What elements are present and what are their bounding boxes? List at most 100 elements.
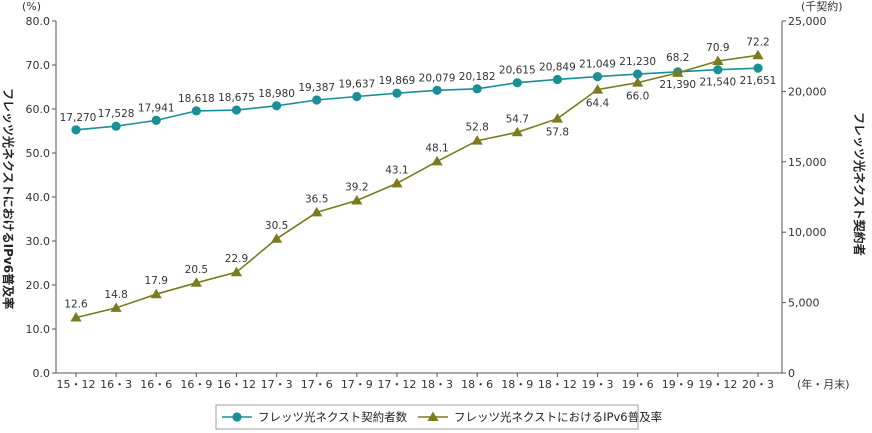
y-left-tick-label: 40.0 xyxy=(26,191,51,204)
y-left-tick-label: 50.0 xyxy=(26,147,51,160)
contracts-data-label: 17,941 xyxy=(138,102,175,114)
ipv6-rate-point xyxy=(351,195,363,205)
contracts-point xyxy=(151,115,161,125)
x-tick-label: 15・12 xyxy=(57,378,96,391)
ipv6-rate-data-label: 22.9 xyxy=(225,253,248,265)
ipv6-rate-point xyxy=(70,312,82,322)
ipv6-rate-point xyxy=(150,288,162,299)
legend-label-ipv6: フレッツ光ネクストにおけるIPv6普及率 xyxy=(454,410,662,424)
y-left-tick-label: 10.0 xyxy=(26,323,51,336)
series-markers xyxy=(70,49,764,322)
contracts-data-label: 19,637 xyxy=(338,79,375,91)
ipv6-rate-point xyxy=(712,55,724,66)
x-tick-label: 16・9 xyxy=(180,378,212,391)
ipv6-rate-data-label: 30.5 xyxy=(265,220,288,232)
contracts-data-label: 17,270 xyxy=(60,112,97,124)
ipv6-rate-point xyxy=(752,49,764,60)
ipv6-rate-data-label: 70.9 xyxy=(706,42,729,54)
x-tick-label: 18・6 xyxy=(461,378,493,391)
x-tick-label: 19・9 xyxy=(662,378,694,391)
contracts-point xyxy=(111,121,121,131)
contracts-data-label: 20,079 xyxy=(419,72,456,84)
contracts-point xyxy=(312,95,322,105)
ipv6-rate-point xyxy=(311,206,323,217)
contracts-point xyxy=(753,63,763,73)
ipv6-rate-point xyxy=(190,277,202,287)
contracts-data-label: 20,849 xyxy=(539,61,576,73)
ipv6-rate-data-label: 12.6 xyxy=(64,299,88,311)
contracts-data-label: 19,869 xyxy=(379,75,416,87)
ipv6-rate-data-label: 57.8 xyxy=(546,127,569,139)
ipv6-rate-point xyxy=(672,67,684,77)
x-unit: (年・月末) xyxy=(797,377,850,391)
ipv6-rate-data-label: 17.9 xyxy=(145,275,168,287)
legend-label-contracts: フレッツ光ネクスト契約者数 xyxy=(258,410,408,424)
ipv6-rate-point xyxy=(230,266,243,277)
contracts-point xyxy=(271,101,282,111)
contracts-point xyxy=(352,91,362,102)
legend-marker-contracts xyxy=(232,412,242,422)
contracts-point xyxy=(71,125,81,135)
contracts-data-label: 21,230 xyxy=(619,56,656,68)
contracts-point xyxy=(713,65,723,75)
x-tick-label: 19・6 xyxy=(622,378,654,391)
x-tick-label: 16・6 xyxy=(140,378,172,391)
contracts-point xyxy=(231,105,242,115)
ipv6-rate-point xyxy=(511,126,523,137)
ipv6-rate-point xyxy=(431,155,443,166)
ipv6-rate-point xyxy=(591,84,604,94)
ipv6-rate-point xyxy=(551,113,564,123)
axes xyxy=(52,20,786,377)
ipv6-rate-data-label: 52.8 xyxy=(465,122,488,134)
contracts-data-label: 20,615 xyxy=(499,65,536,77)
x-tick-label: 17・6 xyxy=(301,378,333,391)
contracts-point xyxy=(592,72,603,82)
x-tick-label: 19・3 xyxy=(582,378,614,391)
y-right-unit: (千契約) xyxy=(801,0,843,13)
contracts-point xyxy=(472,84,482,94)
y-left-axis-label: フレッツ光ネクストにおけるIPv6普及率 xyxy=(1,88,16,309)
y-right-tick-label: 5,000 xyxy=(788,297,820,310)
ipv6-rate-point xyxy=(110,302,122,312)
ipv6-rate-data-label: 66.0 xyxy=(626,91,649,103)
contracts-data-label: 19,387 xyxy=(298,82,335,94)
contracts-line xyxy=(75,67,759,131)
x-tick-label: 18・12 xyxy=(538,378,577,391)
ipv6-rate-data-label: 14.8 xyxy=(104,289,127,301)
contracts-data-label: 21,049 xyxy=(579,59,616,71)
ipv6-rate-point xyxy=(471,135,483,145)
y-right-tick-label: 0 xyxy=(788,367,795,380)
y-left-tick-label: 20.0 xyxy=(26,279,51,292)
x-tick-label: 16・3 xyxy=(100,378,132,391)
contracts-data-label: 18,618 xyxy=(178,93,215,105)
ipv6-rate-data-label: 20.5 xyxy=(185,264,208,276)
y-left-tick-label: 30.0 xyxy=(26,235,51,248)
x-tick-label: 17・9 xyxy=(341,378,373,391)
y-right-tick-label: 20,000 xyxy=(788,85,827,98)
x-tick-label: 19・12 xyxy=(698,378,737,391)
contracts-point xyxy=(512,78,522,88)
x-tick-label: 18・9 xyxy=(501,378,533,391)
ipv6-rate-line xyxy=(75,54,759,319)
contracts-point xyxy=(552,74,563,85)
y-left-tick-label: 0.0 xyxy=(33,367,51,380)
ipv6-rate-data-label: 68.2 xyxy=(666,52,689,64)
x-tick-label: 17・3 xyxy=(261,378,293,391)
contracts-point xyxy=(633,69,643,79)
contracts-data-label: 21,390 xyxy=(659,79,696,91)
ipv6-rate-data-label: 43.1 xyxy=(385,164,408,176)
contracts-point xyxy=(191,106,201,116)
y-left-tick-label: 80.0 xyxy=(26,15,51,28)
legend: フレッツ光ネクスト契約者数 フレッツ光ネクストにおけるIPv6普及率 xyxy=(215,404,662,430)
y-left-tick-label: 60.0 xyxy=(26,103,51,116)
ipv6-rate-data-label: 72.2 xyxy=(746,36,769,48)
y-right-tick-label: 15,000 xyxy=(788,156,827,169)
series-lines xyxy=(75,54,759,319)
y-right-tick-label: 25,000 xyxy=(788,15,827,28)
x-tick-label: 20・3 xyxy=(742,378,774,391)
y-right-tick-label: 10,000 xyxy=(788,226,827,239)
x-tick-label: 16・12 xyxy=(217,378,256,391)
ipv6-rate-data-label: 39.2 xyxy=(345,182,368,194)
